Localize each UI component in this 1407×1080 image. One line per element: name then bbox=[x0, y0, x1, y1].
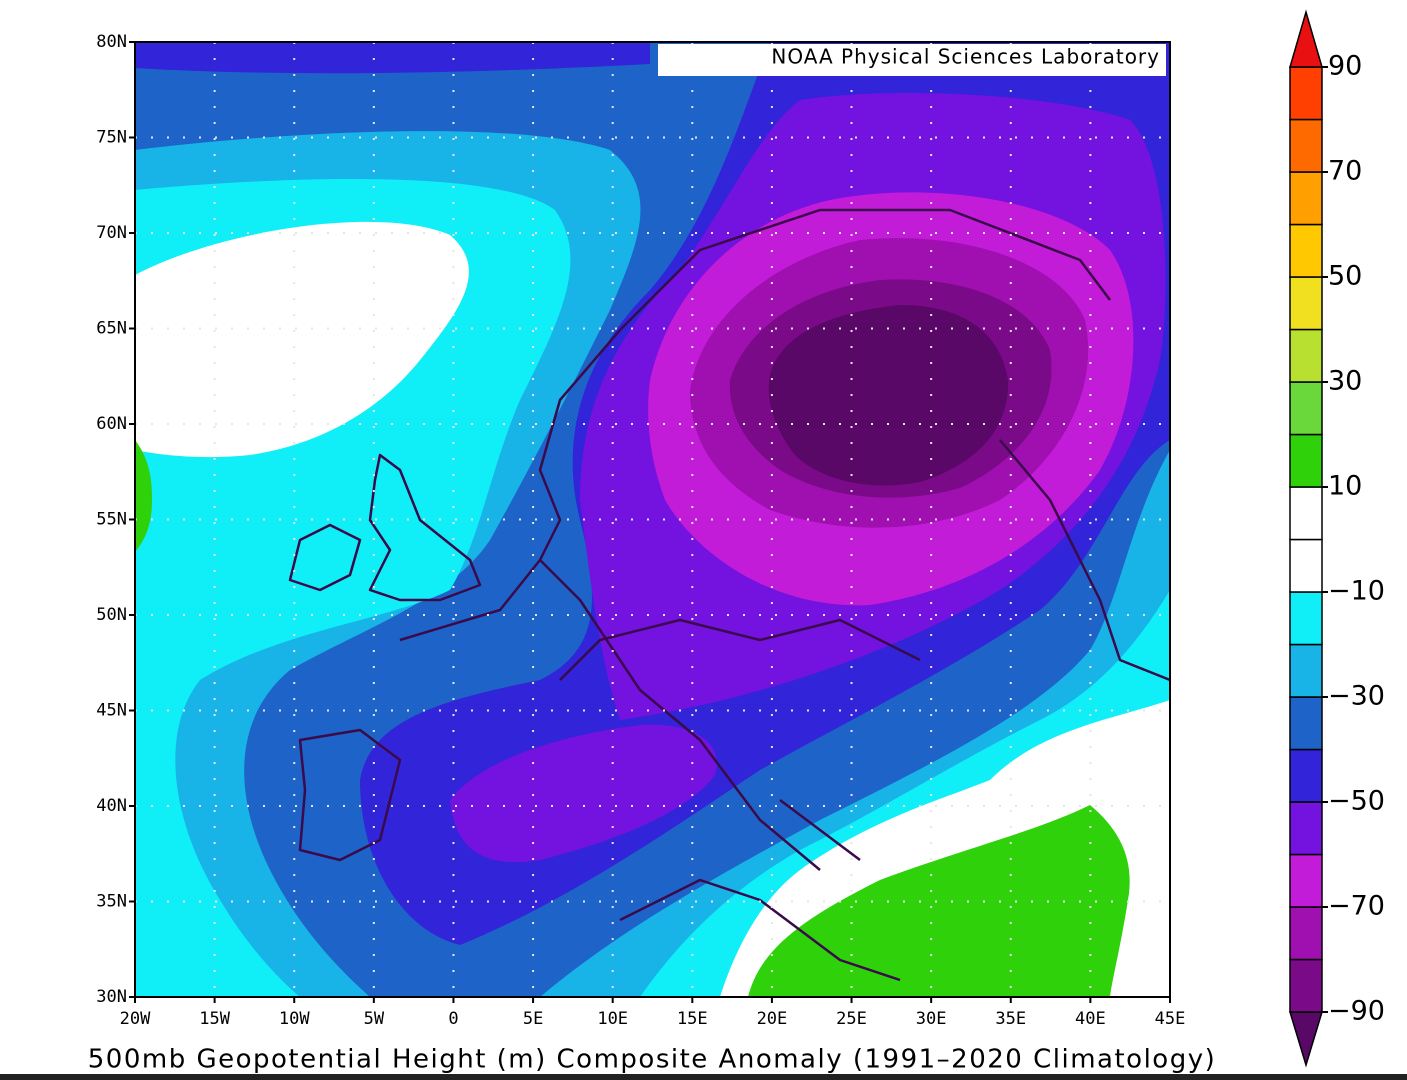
colorbar-segment bbox=[1289, 538, 1323, 593]
colorbar-tick-label: −90 bbox=[1328, 996, 1385, 1027]
x-tick-label: 30E bbox=[916, 1009, 947, 1029]
x-tick-label: 15E bbox=[677, 1009, 708, 1029]
colorbar-segment bbox=[1289, 223, 1323, 278]
colorbar-tick-label: 10 bbox=[1328, 471, 1362, 502]
y-tick-label: 30N bbox=[96, 987, 127, 1007]
coastline bbox=[288, 208, 1170, 982]
colorbar-tick-label: −70 bbox=[1328, 891, 1385, 922]
chart-title: 500mb Geopotential Height (m) Composite … bbox=[88, 1045, 1217, 1075]
colorbar-tick-label: 70 bbox=[1328, 156, 1362, 187]
colorbar-segment bbox=[1289, 328, 1323, 383]
colorbar-tick-label: 30 bbox=[1328, 366, 1362, 397]
colorbar-segment bbox=[1289, 276, 1323, 331]
colorbar-tick-label: −10 bbox=[1328, 576, 1385, 607]
colorbar-extend-low bbox=[1288, 1011, 1324, 1068]
colorbar-segment bbox=[1289, 118, 1323, 173]
colorbar-segment bbox=[1289, 853, 1323, 908]
y-tick-label: 40N bbox=[96, 796, 127, 816]
colorbar-tick-label: −50 bbox=[1328, 786, 1385, 817]
x-tick-label: 0 bbox=[448, 1009, 458, 1029]
y-tick-label: 70N bbox=[96, 223, 127, 243]
colorbar-segment bbox=[1289, 381, 1323, 436]
x-tick-label: 25E bbox=[836, 1009, 867, 1029]
colorbar-segment bbox=[1289, 171, 1323, 226]
y-tick-label: 75N bbox=[96, 128, 127, 148]
x-tick-label: 5E bbox=[523, 1009, 543, 1029]
y-tick-label: 55N bbox=[96, 510, 127, 530]
colorbar-tick-label: 90 bbox=[1328, 51, 1362, 82]
colorbar-tick-label: −30 bbox=[1328, 681, 1385, 712]
colorbar-segment bbox=[1289, 591, 1323, 646]
y-tick-label: 60N bbox=[96, 414, 127, 434]
contour-field bbox=[135, 42, 1170, 997]
x-tick-label: 20E bbox=[757, 1009, 788, 1029]
y-tick-label: 65N bbox=[96, 319, 127, 339]
x-tick-label: 45E bbox=[1155, 1009, 1186, 1029]
colorbar-segment bbox=[1289, 643, 1323, 698]
contour-region bbox=[748, 805, 1130, 997]
x-tick-label: 35E bbox=[995, 1009, 1026, 1029]
colorbar-segment bbox=[1289, 958, 1323, 1013]
x-tick-label: 10W bbox=[279, 1009, 310, 1029]
colorbar: 90 70 50 30 10 −10 −30 −50 −70 −90 bbox=[1288, 9, 1385, 1068]
credit-box bbox=[658, 44, 1166, 76]
colorbar-tick-label: 50 bbox=[1328, 261, 1362, 292]
colorbar-segment bbox=[1289, 433, 1323, 488]
contour-region bbox=[450, 724, 717, 863]
x-tick-label: 5W bbox=[364, 1009, 385, 1029]
contour-region bbox=[135, 440, 152, 552]
colorbar-extend-high bbox=[1289, 9, 1323, 68]
colorbar-segment bbox=[1289, 486, 1323, 541]
x-tick-label: 20W bbox=[120, 1009, 151, 1029]
contour-region bbox=[135, 221, 469, 458]
x-tick-label: 15W bbox=[199, 1009, 230, 1029]
y-tick-label: 50N bbox=[96, 605, 127, 625]
axes: 20W 15W 10W 5W 0 5E 10E 15E 20E 25E 30E 35E 40E 45E 30… bbox=[96, 32, 1185, 1029]
colorbar-segment bbox=[1289, 696, 1323, 751]
colorbar-segment bbox=[1289, 906, 1323, 961]
bottom-bar bbox=[0, 1074, 1407, 1080]
y-tick-label: 35N bbox=[96, 892, 127, 912]
y-tick-label: 45N bbox=[96, 701, 127, 721]
x-tick-label: 10E bbox=[597, 1009, 628, 1029]
contour-region bbox=[768, 305, 1009, 486]
colorbar-segment bbox=[1289, 748, 1323, 803]
x-tick-label: 40E bbox=[1075, 1009, 1106, 1029]
y-tick-label: 80N bbox=[96, 32, 127, 52]
contour-region bbox=[135, 42, 650, 74]
colorbar-segment bbox=[1289, 66, 1323, 121]
credit: NOAA Physical Sciences Laboratory bbox=[771, 45, 1160, 69]
colorbar-segment bbox=[1289, 801, 1323, 856]
